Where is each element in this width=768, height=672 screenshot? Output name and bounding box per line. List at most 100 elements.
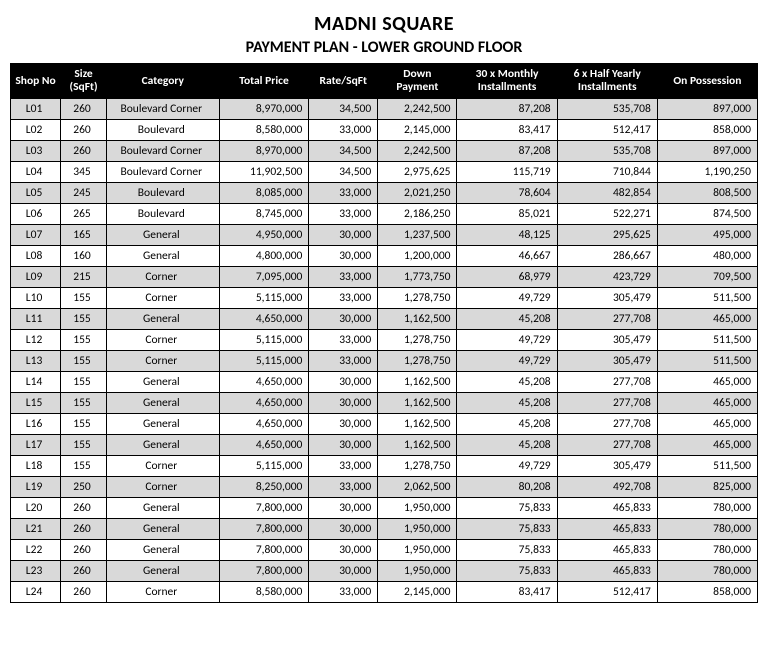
cell-rate: 30,000	[309, 561, 378, 582]
cell-shop: L04	[11, 162, 61, 183]
table-row: L23260General7,800,00030,0001,950,00075,…	[11, 561, 758, 582]
cell-cat: Boulevard	[106, 120, 219, 141]
table-row: L12155Corner5,115,00033,0001,278,75049,7…	[11, 330, 758, 351]
cell-mi: 75,833	[457, 561, 557, 582]
cell-size: 165	[61, 225, 107, 246]
cell-total: 4,650,000	[219, 393, 309, 414]
cell-size: 245	[61, 183, 107, 204]
table-row: L10155Corner5,115,00033,0001,278,75049,7…	[11, 288, 758, 309]
cell-shop: L20	[11, 498, 61, 519]
cell-mi: 45,208	[457, 393, 557, 414]
cell-rate: 33,000	[309, 204, 378, 225]
table-row: L09215Corner7,095,00033,0001,773,75068,9…	[11, 267, 758, 288]
cell-shop: L21	[11, 519, 61, 540]
col-down: Down Payment	[378, 64, 457, 99]
cell-shop: L23	[11, 561, 61, 582]
cell-mi: 85,021	[457, 204, 557, 225]
col-mi: 30 x Monthly Installments	[457, 64, 557, 99]
cell-size: 260	[61, 582, 107, 603]
cell-shop: L01	[11, 99, 61, 120]
cell-total: 8,580,000	[219, 120, 309, 141]
cell-down: 2,242,500	[378, 99, 457, 120]
cell-op: 465,000	[657, 372, 757, 393]
col-size: Size (SqFt)	[61, 64, 107, 99]
cell-down: 1,278,750	[378, 456, 457, 477]
cell-op: 495,000	[657, 225, 757, 246]
cell-mi: 49,729	[457, 330, 557, 351]
cell-mi: 75,833	[457, 498, 557, 519]
table-row: L16155General4,650,00030,0001,162,50045,…	[11, 414, 758, 435]
table-row: L15155General4,650,00030,0001,162,50045,…	[11, 393, 758, 414]
cell-total: 4,950,000	[219, 225, 309, 246]
page-subtitle: PAYMENT PLAN - LOWER GROUND FLOOR	[10, 38, 758, 57]
cell-down: 1,278,750	[378, 351, 457, 372]
cell-total: 8,580,000	[219, 582, 309, 603]
cell-shop: L19	[11, 477, 61, 498]
cell-down: 1,950,000	[378, 561, 457, 582]
cell-total: 5,115,000	[219, 288, 309, 309]
cell-mi: 45,208	[457, 414, 557, 435]
cell-cat: General	[106, 309, 219, 330]
cell-op: 780,000	[657, 498, 757, 519]
cell-cat: Corner	[106, 477, 219, 498]
cell-mi: 87,208	[457, 141, 557, 162]
cell-down: 1,278,750	[378, 330, 457, 351]
cell-shop: L13	[11, 351, 61, 372]
cell-total: 8,250,000	[219, 477, 309, 498]
cell-shop: L10	[11, 288, 61, 309]
cell-down: 1,278,750	[378, 288, 457, 309]
cell-shop: L03	[11, 141, 61, 162]
cell-total: 5,115,000	[219, 351, 309, 372]
table-row: L03260Boulevard Corner8,970,00034,5002,2…	[11, 141, 758, 162]
cell-rate: 30,000	[309, 246, 378, 267]
cell-cat: Corner	[106, 267, 219, 288]
cell-rate: 30,000	[309, 225, 378, 246]
cell-cat: Corner	[106, 351, 219, 372]
cell-total: 7,800,000	[219, 561, 309, 582]
cell-size: 260	[61, 141, 107, 162]
cell-size: 155	[61, 414, 107, 435]
cell-down: 1,950,000	[378, 498, 457, 519]
cell-total: 8,085,000	[219, 183, 309, 204]
cell-total: 5,115,000	[219, 456, 309, 477]
table-row: L08160General4,800,00030,0001,200,00046,…	[11, 246, 758, 267]
cell-shop: L05	[11, 183, 61, 204]
table-header-row: Shop No Size (SqFt) Category Total Price…	[11, 64, 758, 99]
cell-cat: General	[106, 372, 219, 393]
cell-hy: 305,479	[557, 330, 657, 351]
cell-hy: 512,417	[557, 582, 657, 603]
cell-shop: L09	[11, 267, 61, 288]
table-row: L07165General4,950,00030,0001,237,50048,…	[11, 225, 758, 246]
cell-op: 465,000	[657, 414, 757, 435]
table-row: L17155General4,650,00030,0001,162,50045,…	[11, 435, 758, 456]
cell-size: 155	[61, 435, 107, 456]
cell-cat: General	[106, 540, 219, 561]
cell-shop: L06	[11, 204, 61, 225]
cell-mi: 46,667	[457, 246, 557, 267]
cell-hy: 286,667	[557, 246, 657, 267]
cell-total: 7,095,000	[219, 267, 309, 288]
cell-op: 858,000	[657, 120, 757, 141]
cell-op: 465,000	[657, 393, 757, 414]
cell-size: 345	[61, 162, 107, 183]
cell-op: 808,500	[657, 183, 757, 204]
cell-rate: 33,000	[309, 183, 378, 204]
cell-cat: Boulevard Corner	[106, 141, 219, 162]
cell-op: 858,000	[657, 582, 757, 603]
cell-mi: 78,604	[457, 183, 557, 204]
cell-rate: 33,000	[309, 288, 378, 309]
cell-down: 1,200,000	[378, 246, 457, 267]
col-shop: Shop No	[11, 64, 61, 99]
table-row: L04345Boulevard Corner11,902,50034,5002,…	[11, 162, 758, 183]
cell-down: 2,062,500	[378, 477, 457, 498]
cell-down: 2,975,625	[378, 162, 457, 183]
cell-cat: Corner	[106, 288, 219, 309]
cell-op: 511,500	[657, 351, 757, 372]
cell-total: 4,650,000	[219, 309, 309, 330]
payment-plan-table: Shop No Size (SqFt) Category Total Price…	[10, 63, 758, 603]
cell-size: 265	[61, 204, 107, 225]
table-row: L11155General4,650,00030,0001,162,50045,…	[11, 309, 758, 330]
cell-hy: 277,708	[557, 372, 657, 393]
col-cat: Category	[106, 64, 219, 99]
cell-mi: 87,208	[457, 99, 557, 120]
